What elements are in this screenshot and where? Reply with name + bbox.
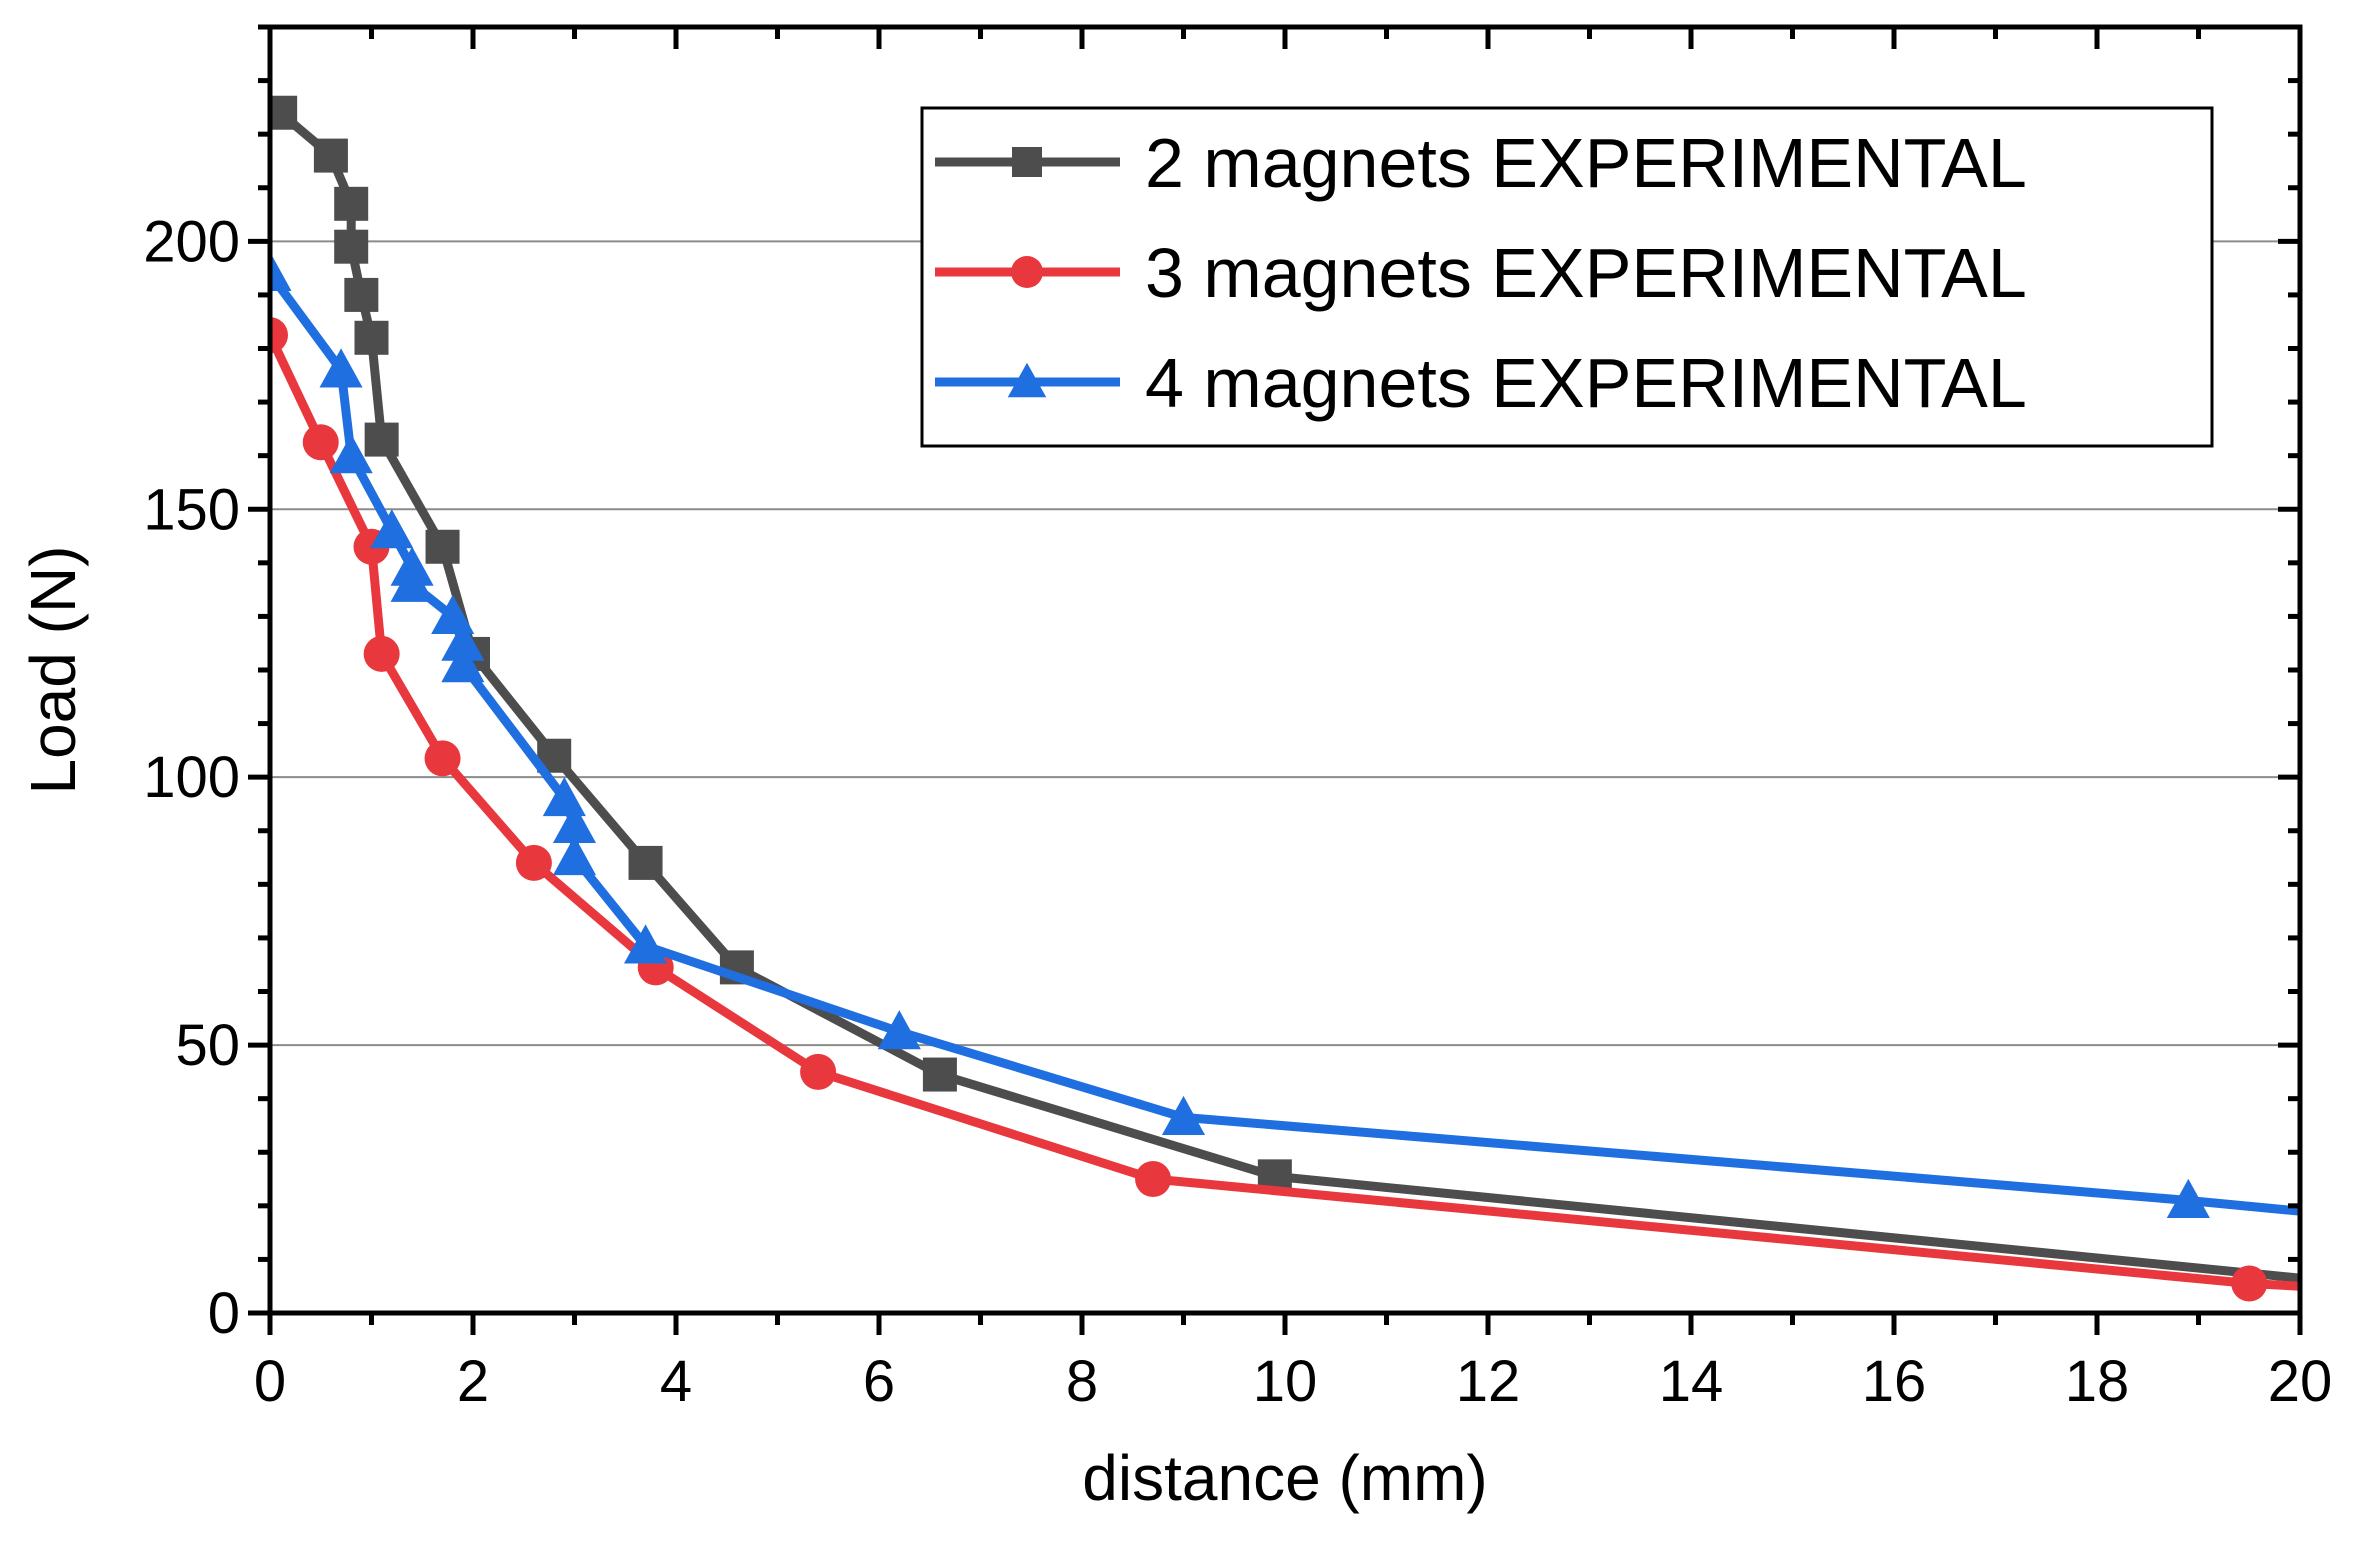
data-point-circle	[800, 1053, 837, 1090]
y-tick-label: 150	[143, 477, 240, 542]
series-1	[270, 95, 2300, 1283]
legend-label: 4 magnets EXPERIMENTAL	[1145, 344, 2027, 422]
data-point-triangle	[390, 562, 434, 602]
data-point-square	[364, 422, 399, 457]
data-point-square	[1012, 147, 1042, 177]
data-point-circle	[363, 635, 400, 672]
data-point-triangle	[1007, 362, 1047, 398]
axis-ticks	[248, 24, 2303, 1335]
legend-entry-3: 4 magnets EXPERIMENTAL	[935, 344, 2027, 422]
data-point-circle	[1011, 256, 1043, 288]
x-tick-label: 0	[254, 1349, 286, 1414]
data-point-triangle	[270, 251, 292, 292]
x-tick-label: 10	[1253, 1349, 1318, 1414]
x-tick-label: 2	[457, 1349, 489, 1414]
data-point-triangle	[329, 434, 373, 474]
data-point-triangle	[877, 1010, 921, 1050]
y-axis-title: Load (N)	[17, 546, 89, 795]
y-tick-label: 200	[143, 209, 240, 274]
legend-box	[920, 106, 2214, 448]
x-tick-label: 6	[863, 1349, 895, 1414]
data-point-square	[344, 277, 379, 312]
x-tick-label: 8	[1066, 1349, 1098, 1414]
y-tick-label: 50	[175, 1013, 240, 1078]
x-tick-label: 20	[2268, 1349, 2333, 1414]
data-point-triangle	[1161, 1095, 1206, 1135]
y-tick-label: 0	[208, 1281, 240, 1346]
legend-entry-1: 2 magnets EXPERIMENTAL	[935, 124, 2027, 202]
x-tick-label: 14	[1659, 1349, 1724, 1414]
data-point-triangle	[2166, 1178, 2210, 1219]
legend-label: 2 magnets EXPERIMENTAL	[1145, 124, 2027, 202]
data-point-triangle	[370, 509, 414, 549]
x-tick-label: 4	[660, 1349, 692, 1414]
legend: 2 magnets EXPERIMENTAL 3 magnets EXPERIME…	[920, 106, 2214, 448]
data-point-circle	[424, 740, 461, 777]
legend-entry-2: 3 magnets EXPERIMENTAL	[935, 234, 2027, 312]
data-point-square	[922, 1057, 957, 1092]
data-point-circle	[302, 424, 339, 461]
data-point-triangle	[624, 924, 668, 964]
data-point-triangle	[441, 621, 485, 661]
data-point-circle	[1135, 1161, 1172, 1198]
series-layer	[270, 95, 2300, 1302]
data-point-triangle	[319, 348, 363, 388]
data-point-triangle	[441, 643, 485, 683]
legend-label: 3 magnets EXPERIMENTAL	[1145, 234, 2027, 312]
y-tick-label: 100	[143, 745, 240, 810]
data-point-square	[270, 95, 298, 130]
data-point-square	[334, 229, 369, 264]
data-point-square	[334, 186, 369, 221]
series-3	[270, 251, 2300, 1219]
data-point-triangle	[552, 803, 597, 843]
x-tick-label: 16	[1862, 1349, 1927, 1414]
series-2	[270, 317, 2300, 1302]
data-point-square	[354, 320, 389, 355]
data-point-circle	[270, 317, 288, 354]
data-point-square	[425, 529, 460, 564]
data-point-circle	[2231, 1265, 2268, 1302]
data-point-square	[628, 845, 663, 880]
x-axis-title: distance (mm)	[1082, 1442, 1487, 1514]
x-tick-label: 18	[2065, 1349, 2130, 1414]
x-tick-label: 12	[1456, 1349, 1521, 1414]
data-point-circle	[515, 844, 552, 881]
data-point-triangle	[552, 835, 597, 876]
data-point-square	[313, 138, 348, 173]
